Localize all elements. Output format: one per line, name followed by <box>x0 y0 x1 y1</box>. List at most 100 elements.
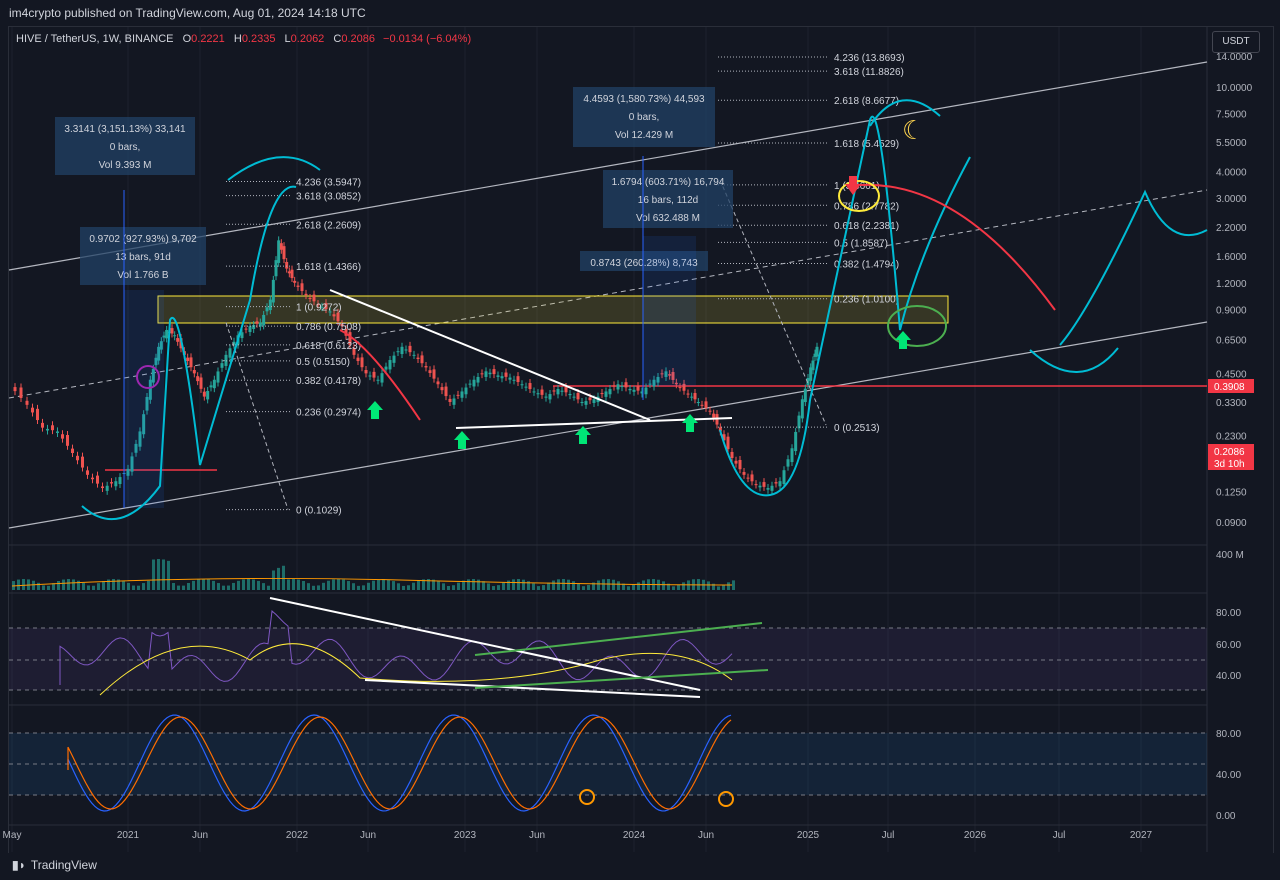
volume-bar <box>182 585 185 590</box>
candle-body <box>762 482 766 487</box>
rsi-axis-label: 60.00 <box>1216 640 1241 651</box>
volume-bar <box>137 585 140 590</box>
volume-bar <box>47 585 50 590</box>
candle-body <box>408 345 412 353</box>
candle-body <box>412 354 416 356</box>
candle-body <box>312 294 316 302</box>
fib-left-label: 1.618 (1.4366) <box>296 262 361 273</box>
candle-body <box>13 387 17 392</box>
stoch-circle <box>579 789 595 805</box>
volume-bar <box>392 581 395 590</box>
candle-body <box>560 390 564 392</box>
volume-bar <box>467 579 470 590</box>
fib-right-label: 0.5 (1.8587) <box>834 238 888 249</box>
time-tick-label: Jul <box>1053 830 1066 841</box>
volume-bar <box>287 579 290 590</box>
candle-body <box>620 385 624 388</box>
symbol-name[interactable]: HIVE / TetherUS, 1W, BINANCE <box>16 33 174 45</box>
candle-body <box>360 357 364 368</box>
candle-body <box>556 388 560 395</box>
candle-body <box>644 387 648 395</box>
channel-lower-line <box>8 321 1208 529</box>
volume-bar <box>437 581 440 590</box>
candle-body <box>440 387 444 391</box>
volume-bar <box>57 580 60 590</box>
candle-body <box>552 390 556 392</box>
candle-body <box>157 346 161 361</box>
time-tick-label: 2023 <box>454 830 477 841</box>
candle-body <box>693 393 697 400</box>
measure-box-text: 0 bars, <box>629 112 660 123</box>
tv-logo-icon: ▮◗ <box>12 858 26 872</box>
volume-bar <box>217 583 220 590</box>
candle-body <box>640 391 644 394</box>
candle-body <box>754 484 758 486</box>
cyan-wave-future <box>1059 189 1208 346</box>
candle-body <box>170 328 174 334</box>
price-tick-label: 1.6000 <box>1216 252 1247 263</box>
volume-bar <box>487 583 490 590</box>
fib-left-trend <box>225 322 289 510</box>
candle-body <box>348 332 352 346</box>
green-arrow-icon <box>682 414 698 432</box>
chart-panel <box>8 26 1274 855</box>
volume-bar <box>552 580 555 590</box>
volume-bar <box>442 583 445 590</box>
candle-body <box>290 269 294 279</box>
time-tick-label: 2027 <box>1130 830 1153 841</box>
currency-button[interactable]: USDT <box>1212 31 1260 53</box>
volume-bar <box>667 583 670 590</box>
candle-body <box>648 383 652 385</box>
candle-body <box>516 376 520 383</box>
volume-bar <box>87 585 90 590</box>
volume-bar <box>112 579 115 590</box>
candle-body <box>404 349 408 351</box>
measure-box <box>580 251 708 271</box>
measure-box-text: 16 bars, 112d <box>638 195 698 206</box>
time-tick-label: Jun <box>698 830 714 841</box>
rsi-channel-lower <box>474 669 769 689</box>
price-tick-label: 14.0000 <box>1216 52 1253 63</box>
volume-bar <box>292 579 295 590</box>
volume-bar <box>452 585 455 590</box>
fib-left-label: 1 (0.9272) <box>296 303 342 314</box>
candle-body <box>652 379 656 387</box>
candle-body <box>376 379 380 381</box>
volume-bar <box>627 586 630 590</box>
volume-bar <box>622 583 625 590</box>
cyan-wave-left <box>81 185 297 521</box>
measure-box-text: 0.9702 (927.93%) 9,702 <box>89 234 197 245</box>
cyan-arc-future <box>1029 347 1119 373</box>
candle-body <box>592 399 596 403</box>
fib-right-label: 3.618 (11.8826) <box>834 67 904 78</box>
candle-body <box>31 407 34 413</box>
price-tick-label: 0.2300 <box>1216 431 1247 442</box>
candle-body <box>352 348 356 355</box>
candle-body <box>700 404 704 406</box>
volume-bar <box>167 560 170 590</box>
volume-bar <box>472 579 475 590</box>
candle-body <box>564 387 568 393</box>
volume-bar <box>152 559 155 590</box>
volume-bar <box>427 579 430 590</box>
candle-body <box>580 402 584 404</box>
fib-left-label: 0.618 (0.6123) <box>296 341 361 352</box>
channel-upper-line <box>8 61 1208 271</box>
candle-body <box>277 240 281 263</box>
green-arrow-icon <box>454 431 470 449</box>
measure-box-text: 3.3141 (3,151.13%) 33,141 <box>64 124 186 135</box>
volume-bar <box>202 579 205 590</box>
volume-bar <box>367 582 370 590</box>
red-curve-left <box>339 329 421 421</box>
volume-bar <box>397 583 400 590</box>
tradingview-logo[interactable]: ▮◗ TradingView <box>12 858 97 872</box>
volume-bar <box>557 579 560 590</box>
candle-body <box>228 348 232 358</box>
candle-body <box>134 443 138 453</box>
volume-bar <box>477 579 480 590</box>
volume-bar <box>497 585 500 590</box>
candle-body <box>240 332 244 339</box>
stoch-k-line <box>67 714 732 812</box>
fib-left-label: 0.5 (0.5150) <box>296 357 350 368</box>
